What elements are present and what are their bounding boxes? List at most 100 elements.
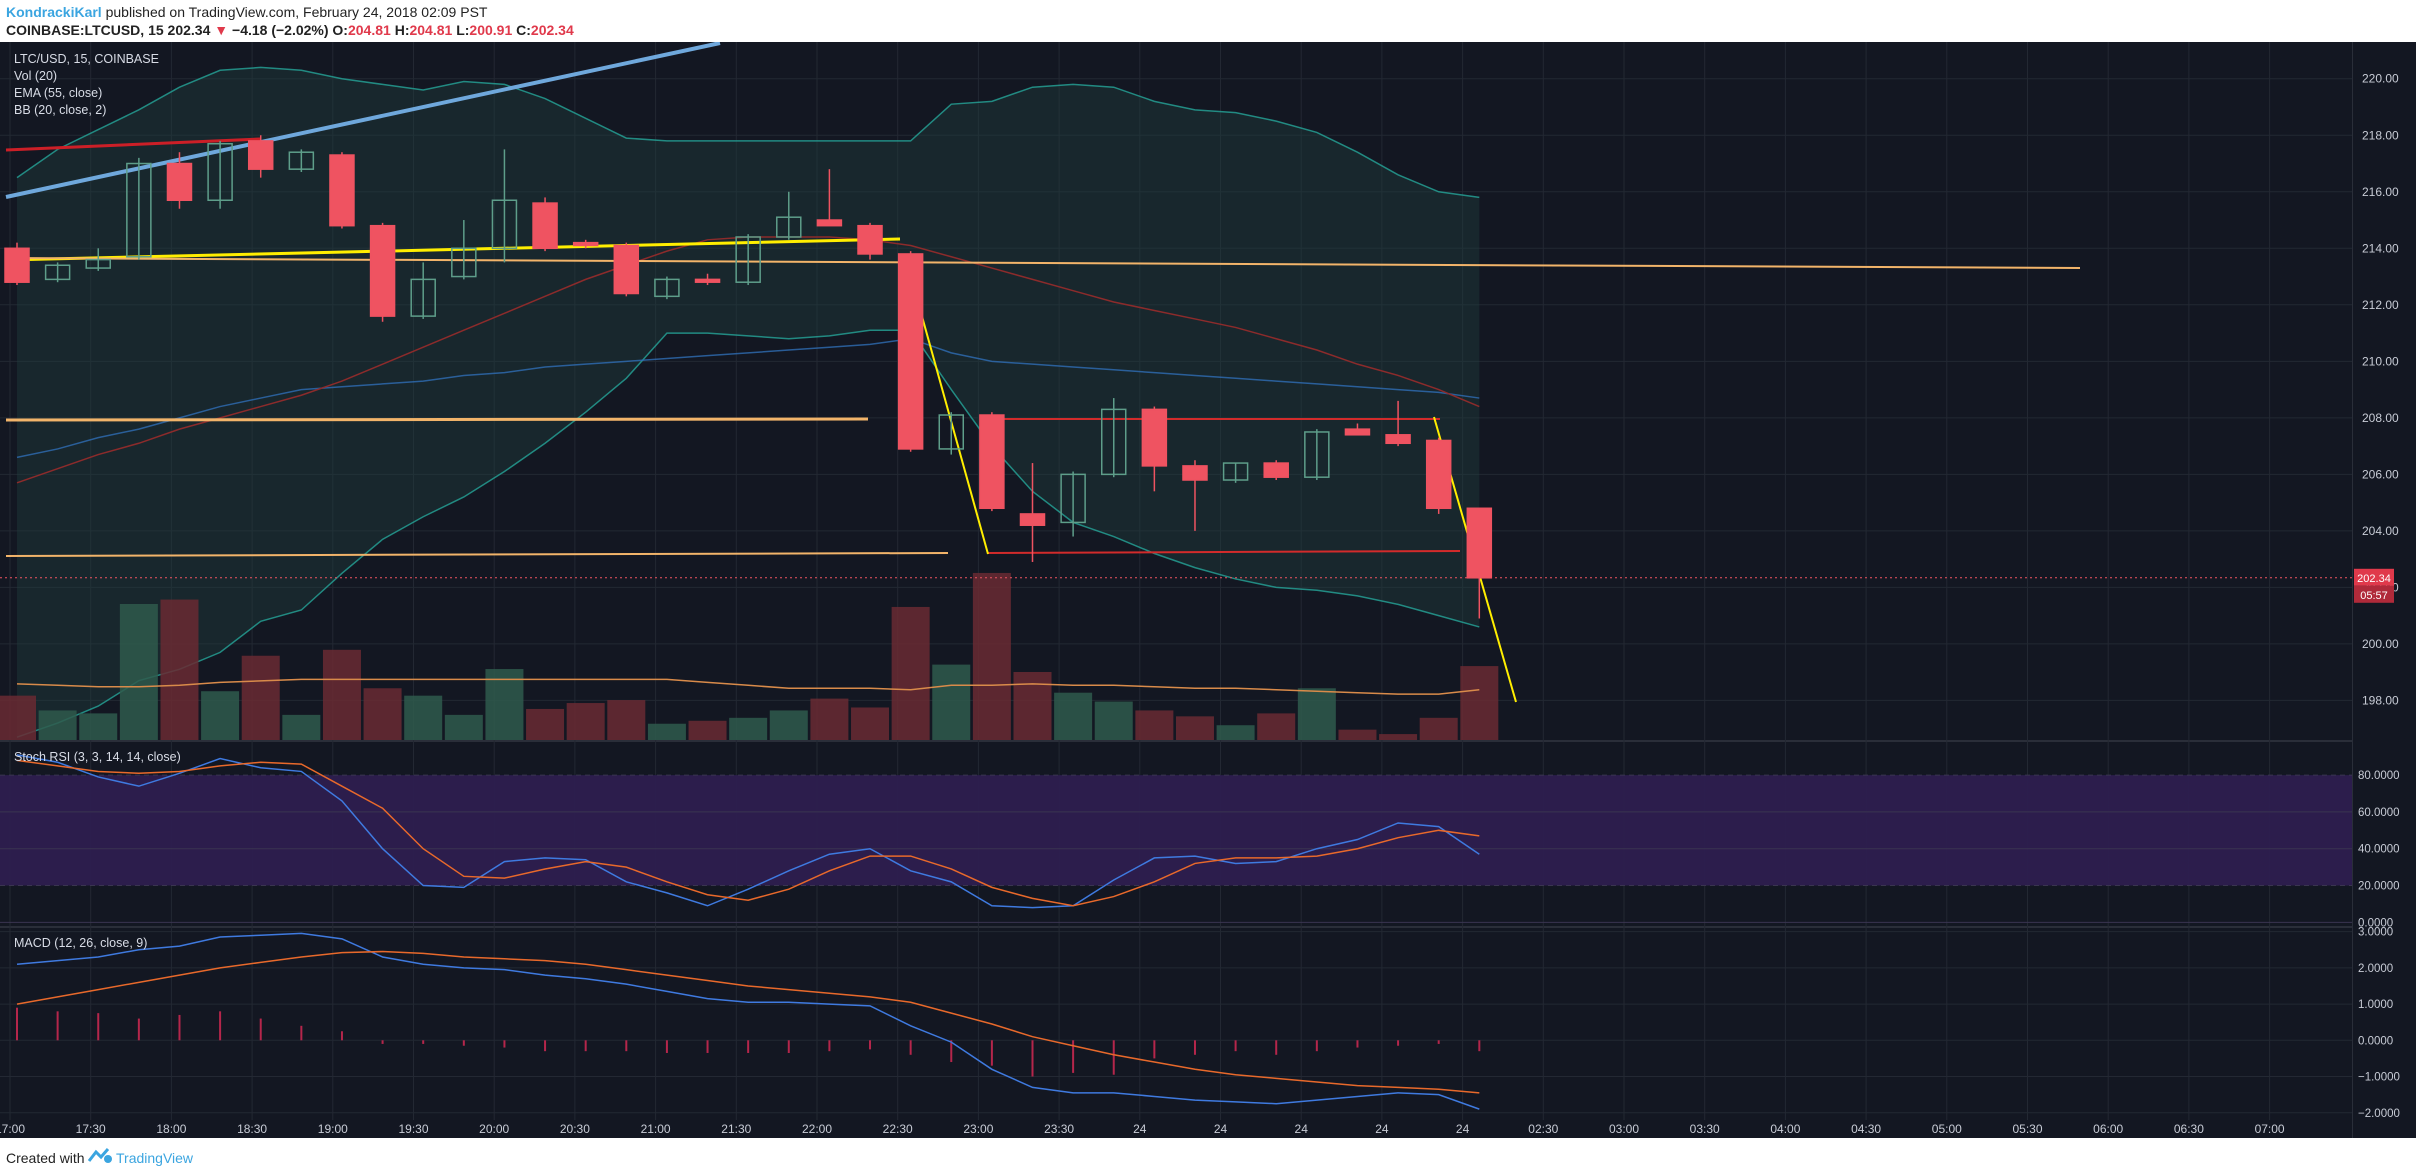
candle-body (938, 414, 965, 450)
volume-bar (0, 695, 36, 740)
candle-body (1100, 408, 1127, 476)
volume-bar (1175, 716, 1214, 740)
macd-histogram-bar (990, 1040, 993, 1066)
time-tick-label: 04:00 (1770, 1122, 1800, 1136)
countdown-badge (2354, 585, 2394, 603)
macd-tick-label: 0.0000 (2358, 1035, 2393, 1047)
candle-body (572, 241, 599, 247)
trend-line (5, 137, 261, 152)
volume-bar (647, 723, 686, 740)
indicator-legend: Vol (20) (14, 69, 57, 83)
chart-title: LTC/USD, 15, COINBASE (14, 52, 159, 66)
tradingview-logo-icon (88, 1148, 112, 1163)
macd-histogram-bar (1315, 1040, 1318, 1052)
candle-body (532, 202, 558, 250)
volume-bar (1135, 710, 1174, 740)
volume-bar (769, 710, 808, 740)
price-tick-label: 220.00 (2362, 72, 2399, 86)
time-tick-label: 05:00 (1932, 1122, 1962, 1136)
last-price-badge (2354, 568, 2394, 586)
macd-histogram-bar (1031, 1040, 1034, 1077)
volume-bar (851, 707, 890, 740)
volume-bar (1257, 713, 1296, 740)
tradingview-link[interactable]: TradingView (116, 1150, 194, 1166)
candle-body (1425, 439, 1452, 510)
volume-bar (119, 604, 158, 740)
close-label: C: (516, 22, 531, 38)
published-text: published on TradingView.com, February 2… (105, 4, 488, 20)
candle-body (816, 219, 843, 227)
candle-body (1263, 462, 1289, 478)
time-tick-label: 22:30 (883, 1122, 913, 1136)
candle-body (1344, 428, 1371, 436)
volume-bar (282, 714, 321, 740)
indicator-legend: BB (20, close, 2) (14, 103, 106, 117)
volume-bar (891, 606, 930, 740)
candle-body (247, 140, 274, 170)
time-tick-label: 24 (1375, 1122, 1389, 1136)
candle-body (1304, 431, 1330, 478)
macd-tick-label: 1.0000 (2358, 999, 2393, 1011)
stoch-band (0, 775, 2352, 886)
macd-histogram-bar (1437, 1040, 1440, 1044)
time-tick-label: 20:00 (479, 1122, 509, 1136)
publish-line: KondrackiKarl published on TradingView.c… (6, 4, 487, 20)
price-tick-label: 210.00 (2362, 354, 2399, 368)
volume-bar (972, 572, 1011, 740)
volume-bar (241, 655, 280, 740)
time-tick-label: 03:30 (1690, 1122, 1720, 1136)
volume-bar (404, 695, 443, 740)
candle-body (4, 247, 30, 283)
trend-line (5, 42, 721, 199)
candle-body (288, 151, 315, 170)
chart-header: KondrackiKarl published on TradingView.c… (0, 0, 2416, 42)
down-arrow-icon: ▼ (214, 22, 229, 38)
chart-canvas[interactable]: 17:00 17:30 18:00 18:30 19:00 19:30 20:00 20:30… (0, 42, 2416, 1138)
volume-bar (38, 710, 77, 740)
volume-bar (444, 714, 483, 740)
macd-histogram-bar (422, 1040, 425, 1044)
time-tick-label: 18:00 (156, 1122, 186, 1136)
macd-histogram-bar (828, 1040, 831, 1052)
candle-body (207, 142, 233, 202)
macd-histogram-bar (1153, 1040, 1156, 1059)
macd-histogram-bar (1356, 1040, 1359, 1048)
time-tick-label: 19:00 (318, 1122, 348, 1136)
bb-lower-line (16, 329, 1480, 738)
high-value: 204.81 (409, 22, 453, 38)
trend-line (5, 237, 901, 262)
macd-histogram-bar (706, 1040, 709, 1053)
macd-histogram-bar (747, 1040, 750, 1053)
macd-tick-label: 3.0000 (2358, 927, 2393, 939)
stoch-tick-label: 20.0000 (2358, 881, 2400, 893)
pane-separator (0, 926, 2352, 928)
macd-histogram-bar (178, 1014, 181, 1041)
volume-bar (1013, 672, 1052, 740)
macd-histogram-bar (787, 1040, 790, 1053)
candle-body (1222, 462, 1249, 481)
volume-bar (1216, 725, 1255, 740)
macd-histogram-bar (1275, 1040, 1278, 1055)
author-link[interactable]: KondrackiKarl (6, 4, 102, 20)
volume-bar (932, 664, 971, 740)
macd-histogram-bar (1193, 1040, 1196, 1055)
macd-histogram-bar (259, 1018, 262, 1041)
candle-body (126, 162, 152, 258)
price-tick-label: 214.00 (2362, 241, 2399, 255)
chart-background (0, 42, 2416, 1138)
time-tick-label: 24 (1295, 1122, 1309, 1136)
macd-histogram-bar (544, 1040, 547, 1052)
macd-histogram-bar (462, 1040, 465, 1046)
volume-bar (485, 669, 524, 740)
stoch-title: Stoch RSI (3, 3, 14, 14, close) (14, 750, 181, 764)
volume-bar (729, 717, 768, 740)
macd-series-macd (16, 932, 1480, 1110)
time-tick-label: 24 (1214, 1122, 1228, 1136)
time-tick-label: 19:30 (398, 1122, 428, 1136)
candle-body (897, 253, 924, 450)
volume-bar (160, 599, 199, 740)
macd-histogram-bar (219, 1011, 222, 1041)
macd-histogram-bar (1478, 1040, 1481, 1052)
stoch-series-d (16, 759, 1480, 907)
candle-body (410, 278, 436, 317)
